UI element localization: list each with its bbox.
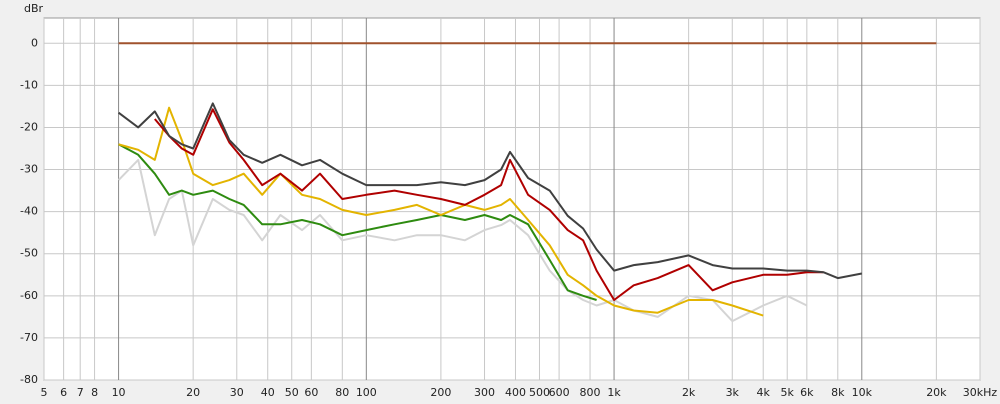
series-line (154, 108, 824, 301)
x-tick-label: 800 (580, 386, 601, 399)
x-tick-label: 40 (261, 386, 275, 399)
x-tick-label: 1k (607, 386, 621, 399)
x-tick-label: 2k (682, 386, 696, 399)
x-tick-label: 30kHz (963, 386, 998, 399)
x-tick-label: 20k (926, 386, 947, 399)
x-tick-label: 500 (529, 386, 550, 399)
x-tick-label: 300 (474, 386, 495, 399)
series-line (117, 158, 808, 323)
x-tick-label: 10 (112, 386, 126, 399)
x-tick-label: 200 (430, 386, 451, 399)
x-tick-label: 50 (285, 386, 299, 399)
x-tick-label: 30 (230, 386, 244, 399)
x-tick-label: 20 (186, 386, 200, 399)
x-tick-label: 80 (335, 386, 349, 399)
y-tick-label: -30 (20, 163, 38, 176)
x-tick-label: 600 (549, 386, 570, 399)
x-tick-label: 60 (304, 386, 318, 399)
x-tick-label: 6 (60, 386, 67, 399)
x-tick-label: 3k (726, 386, 740, 399)
x-tick-label: 6k (800, 386, 814, 399)
x-tick-label: 5k (781, 386, 795, 399)
x-tick-label: 400 (505, 386, 526, 399)
y-tick-label: -50 (20, 247, 38, 260)
series-line (118, 106, 764, 317)
x-tick-label: 100 (356, 386, 377, 399)
series-line (118, 102, 862, 280)
y-tick-label: -80 (20, 373, 38, 386)
y-tick-label: 0 (31, 36, 38, 49)
y-tick-label: -60 (20, 289, 38, 302)
x-tick-label: 10k (852, 386, 873, 399)
plot-area (43, 17, 981, 381)
x-tick-label: 8 (91, 386, 98, 399)
x-tick-label: 8k (831, 386, 845, 399)
y-axis-label: dBr (24, 2, 44, 15)
series-line (118, 143, 597, 301)
y-tick-label: -10 (20, 78, 38, 91)
x-tick-label: 4k (757, 386, 771, 399)
y-tick-label: -40 (20, 205, 38, 218)
y-tick-label: -70 (20, 331, 38, 344)
x-tick-label: 7 (77, 386, 84, 399)
x-tick-label: 5 (41, 386, 48, 399)
y-tick-label: -20 (20, 120, 38, 133)
